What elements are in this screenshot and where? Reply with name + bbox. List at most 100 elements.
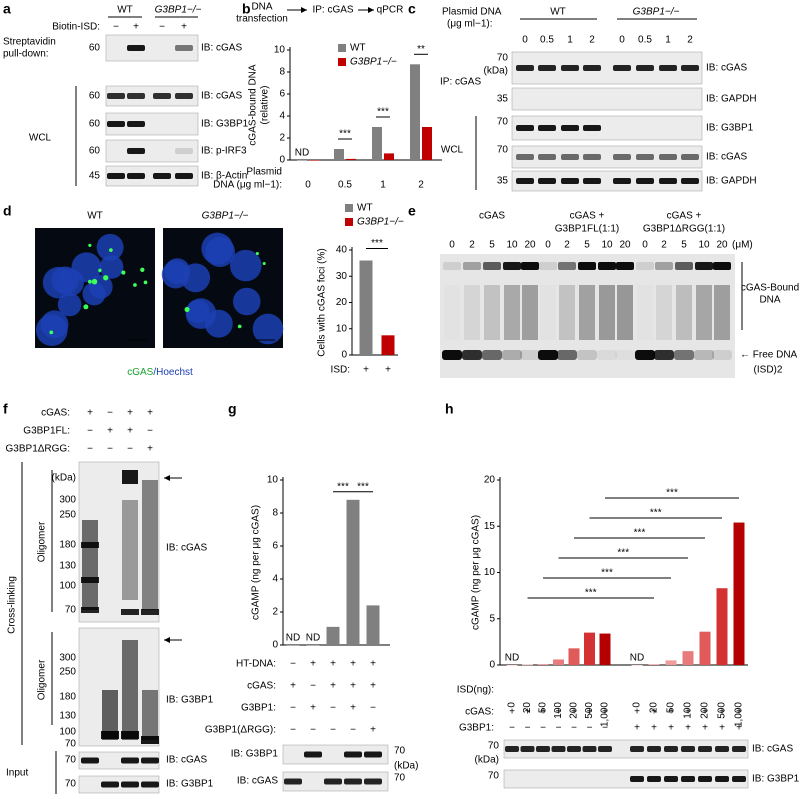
blot-band <box>121 781 139 788</box>
gel-smear <box>714 285 730 340</box>
blot-band <box>121 757 139 764</box>
label: IB: G3BP1 <box>706 123 754 134</box>
label: + <box>651 723 657 734</box>
label: + <box>668 707 674 718</box>
label: g <box>228 401 237 417</box>
blot-band <box>664 746 678 752</box>
blot-band <box>516 125 534 131</box>
label: + <box>736 723 742 734</box>
label: + <box>350 681 356 692</box>
significance: *** <box>650 508 662 519</box>
label: 70 <box>497 145 509 156</box>
label: − <box>87 444 93 455</box>
value-label: ND <box>306 633 320 644</box>
gel-well-band <box>578 262 596 270</box>
blot-band <box>284 778 302 785</box>
significance: *** <box>337 481 349 492</box>
x-axis-label: ISD(ng): <box>457 685 494 696</box>
bar <box>631 665 643 666</box>
blot-band <box>630 776 644 782</box>
label: − <box>509 723 515 734</box>
label: G3BP1: <box>241 703 276 714</box>
y-axis-label: Cells with cGAS foci (%) <box>317 248 328 356</box>
significance: *** <box>371 238 383 249</box>
x-tick-label: + <box>363 365 369 376</box>
arrow-head <box>301 7 307 13</box>
label: 100 <box>59 727 76 738</box>
blot-band <box>561 65 579 71</box>
nucleus <box>205 237 235 267</box>
gel-well-band <box>598 262 616 270</box>
bar <box>422 127 432 160</box>
cgas-focus <box>98 268 102 273</box>
label: 5 <box>584 240 590 251</box>
bar <box>584 632 595 665</box>
blot <box>511 170 703 192</box>
y-tick-label: 15 <box>484 521 496 532</box>
gel-free-band <box>635 350 655 360</box>
label: (kDa) <box>475 755 499 766</box>
label: + <box>602 707 608 718</box>
label: − <box>290 659 296 670</box>
label: 300 <box>59 495 76 506</box>
label: − <box>602 723 608 734</box>
gel-free-band <box>557 350 577 360</box>
bar <box>306 645 320 646</box>
blot-band <box>732 746 746 752</box>
label: cGAS + <box>667 211 702 222</box>
blot-band <box>536 746 550 752</box>
blot-band <box>520 746 535 752</box>
label: cGAS: <box>247 681 276 692</box>
label: 130 <box>59 711 76 722</box>
nucleus <box>252 313 284 345</box>
label: 70 <box>497 117 509 128</box>
blot-band <box>127 45 145 51</box>
x-tick-label: 50 <box>666 702 677 714</box>
label: − <box>290 703 296 714</box>
blot-band <box>505 746 519 752</box>
cgas-focus <box>143 280 148 285</box>
label: − <box>540 723 546 734</box>
significance: *** <box>339 129 351 140</box>
x-tick-label: 500 <box>717 702 728 719</box>
label: WT <box>87 211 103 222</box>
blot-band <box>636 154 654 160</box>
blot-band <box>613 65 631 71</box>
gel-smear <box>444 285 460 340</box>
label: + <box>87 408 93 419</box>
bar <box>733 522 745 665</box>
label: − <box>587 723 593 734</box>
gel-smear <box>599 285 615 340</box>
blot-band <box>101 731 119 739</box>
label: 0 <box>522 35 528 46</box>
nucleus <box>204 309 233 338</box>
label: IB: cGAS <box>166 543 207 554</box>
label: G3BP1FL: <box>23 426 70 437</box>
label: + <box>107 426 113 437</box>
cgas-focus <box>109 248 113 252</box>
cgas-focus <box>184 306 190 313</box>
label: 100 <box>59 581 76 592</box>
label: + <box>310 659 316 670</box>
bar <box>553 659 564 665</box>
bar <box>384 153 394 160</box>
label: 60 <box>89 91 101 102</box>
label: Biotin-ISD: <box>52 22 100 33</box>
blot-band <box>127 148 145 154</box>
label: 130 <box>59 561 76 572</box>
label: + <box>370 681 376 692</box>
bar <box>682 651 694 665</box>
blot <box>105 112 199 136</box>
gel-free-band <box>597 350 617 360</box>
blot-band <box>647 746 661 752</box>
blot-band <box>583 154 601 160</box>
label: + <box>685 707 691 718</box>
blot-band <box>81 607 99 613</box>
label: qPCR <box>377 5 404 16</box>
label: IB: cGAS <box>201 91 242 102</box>
blot-band <box>659 154 677 160</box>
label: G3BP1−/− <box>155 5 202 16</box>
bar <box>410 64 420 160</box>
cgas-focus <box>121 270 126 275</box>
blot-band <box>141 609 159 615</box>
